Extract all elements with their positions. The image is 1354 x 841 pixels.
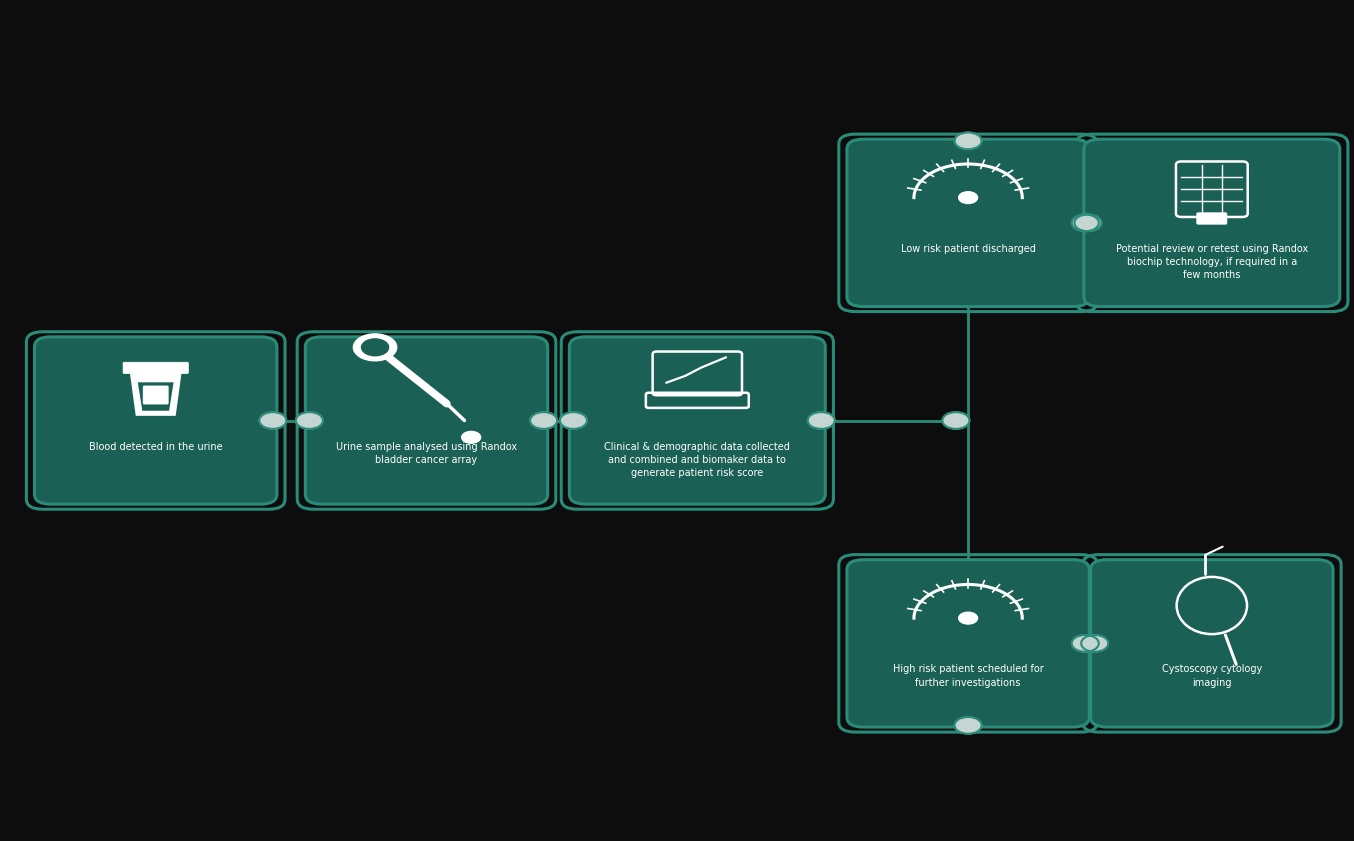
Text: Low risk patient discharged: Low risk patient discharged (900, 244, 1036, 254)
Circle shape (959, 192, 978, 204)
Text: Clinical & demographic data collected
and combined and biomaker data to
generate: Clinical & demographic data collected an… (604, 442, 791, 478)
Text: High risk patient scheduled for
further investigations: High risk patient scheduled for further … (892, 664, 1044, 688)
Circle shape (942, 412, 969, 429)
Circle shape (959, 612, 978, 624)
Circle shape (462, 431, 481, 443)
Circle shape (353, 334, 397, 361)
Polygon shape (138, 383, 173, 410)
Circle shape (955, 717, 982, 733)
FancyBboxPatch shape (123, 362, 188, 373)
FancyBboxPatch shape (846, 560, 1089, 727)
FancyBboxPatch shape (35, 337, 276, 505)
Circle shape (955, 133, 982, 150)
FancyBboxPatch shape (569, 337, 825, 505)
FancyBboxPatch shape (846, 140, 1089, 307)
Circle shape (807, 412, 834, 429)
FancyBboxPatch shape (1083, 140, 1340, 307)
Text: Cystoscopy cytology
imaging: Cystoscopy cytology imaging (1162, 664, 1262, 688)
Circle shape (561, 412, 586, 429)
Text: Urine sample analysed using Randox
bladder cancer array: Urine sample analysed using Randox bladd… (336, 442, 517, 465)
FancyBboxPatch shape (1197, 213, 1227, 225)
FancyBboxPatch shape (305, 337, 547, 505)
FancyBboxPatch shape (144, 386, 168, 405)
Polygon shape (130, 372, 181, 415)
Circle shape (1080, 635, 1108, 652)
Circle shape (1071, 635, 1098, 652)
Circle shape (259, 412, 287, 429)
Text: Potential review or retest using Randox
biochip technology, if required in a
few: Potential review or retest using Randox … (1116, 244, 1308, 280)
Circle shape (1075, 214, 1101, 231)
Circle shape (362, 339, 389, 356)
Text: Blood detected in the urine: Blood detected in the urine (89, 442, 222, 452)
Circle shape (295, 412, 322, 429)
FancyBboxPatch shape (1090, 560, 1332, 727)
Circle shape (531, 412, 558, 429)
Circle shape (1071, 214, 1098, 231)
